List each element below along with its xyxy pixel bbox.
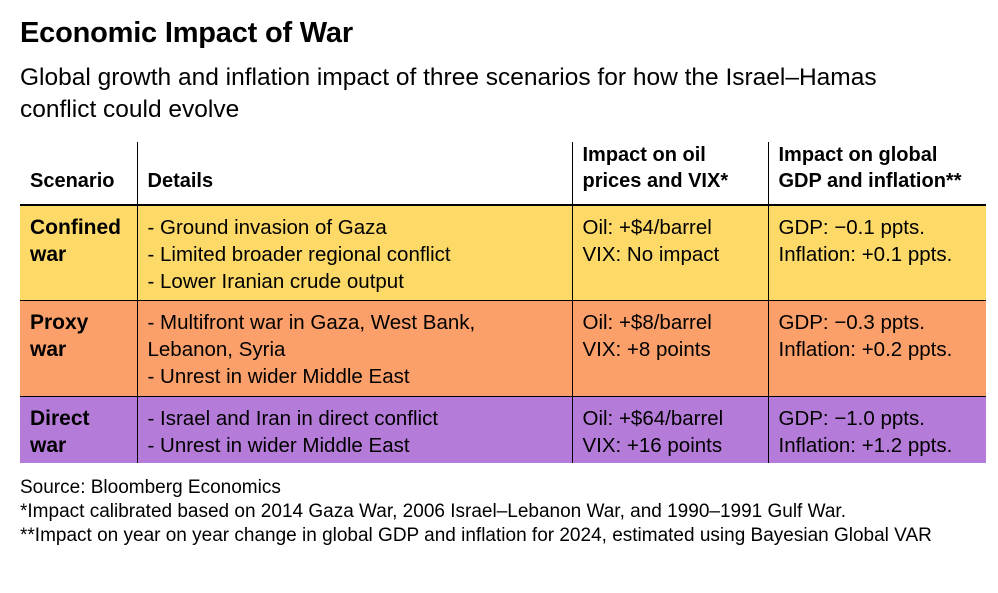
table-body: Confined war - Ground invasion of Gaza - L… — [20, 205, 986, 463]
oil-vix-line: VIX: +16 points — [582, 433, 723, 457]
subtitle: Global growth and inflation impact of th… — [20, 64, 877, 123]
oil-vix-cell: Oil: +$64/barrel VIX: +16 points — [571, 395, 768, 463]
gdp-inflation-line: Inflation: +0.2 ppts. — [778, 337, 953, 361]
oil-vix-line: Oil: +$64/barrel — [582, 406, 724, 430]
table-header-row: Scenario Details Impact on oil prices an… — [20, 142, 986, 206]
gdp-inflation-cell: GDP: −1.0 ppts. Inflation: +1.2 ppts. — [767, 395, 986, 463]
details-line: - Israel and Iran in direct conflict — [147, 406, 439, 430]
source-note: Source: Bloomberg Economics — [20, 477, 281, 498]
scenario-cell: Confined war — [30, 216, 121, 266]
oil-vix-cell: Oil: +$4/barrel VIX: No impact — [571, 205, 768, 300]
oil-vix-cell: Oil: +$8/barrel VIX: +8 points — [571, 299, 768, 396]
details-cell: - Israel and Iran in direct conflict - Un… — [136, 395, 572, 463]
details-line: - Multifront war in Gaza, West Bank, — [147, 310, 476, 334]
details-line: - Ground invasion of Gaza — [147, 216, 387, 239]
header-scenario: Scenario — [20, 142, 137, 206]
gdp-inflation-line: Inflation: +0.1 ppts. — [778, 243, 953, 266]
details-line: Lebanon, Syria — [147, 337, 286, 361]
gdp-inflation-line: GDP: −0.1 ppts. — [778, 216, 925, 239]
oil-vix-line: Oil: +$4/barrel — [582, 216, 712, 239]
scenario-cell: Direct war — [20, 395, 137, 463]
scenario-table: Scenario Details Impact on oil prices an… — [20, 142, 986, 463]
header-details: Details — [136, 142, 572, 206]
footnote-gdp: **Impact on year on year change in globa… — [20, 525, 932, 546]
oil-vix-line: VIX: +8 points — [582, 337, 711, 361]
gdp-inflation-line: GDP: −0.3 ppts. — [778, 310, 925, 334]
footnote-calibration: *Impact calibrated based on 2014 Gaza Wa… — [20, 501, 846, 522]
oil-vix-line: VIX: No impact — [582, 243, 720, 266]
details-cell: - Multifront war in Gaza, West Bank, Leba… — [136, 299, 572, 396]
page-title: Economic Impact of War — [20, 17, 353, 49]
details-cell: - Ground invasion of Gaza - Limited broad… — [136, 205, 572, 300]
scenario-cell: Proxy war — [20, 299, 137, 396]
footnotes: Source: Bloomberg Economics *Impact cali… — [20, 476, 980, 548]
table-row: Proxy war - Multifront war in Gaza, West … — [20, 299, 986, 396]
gdp-inflation-line: Inflation: +1.2 ppts. — [778, 433, 953, 457]
gdp-inflation-cell: GDP: −0.3 ppts. Inflation: +0.2 ppts. — [767, 299, 986, 396]
table-row: Direct war - Israel and Iran in direct co… — [20, 395, 986, 463]
header-gdp-inflation: Impact on global GDP and inflation** — [767, 142, 986, 206]
details-line: - Limited broader regional conflict — [147, 243, 451, 266]
gdp-inflation-cell: GDP: −0.1 ppts. Inflation: +0.1 ppts. — [767, 205, 986, 300]
gdp-inflation-line: GDP: −1.0 ppts. — [778, 406, 925, 430]
details-line: - Lower Iranian crude output — [147, 270, 404, 293]
details-line: - Unrest in wider Middle East — [147, 433, 410, 457]
oil-vix-line: Oil: +$8/barrel — [582, 310, 712, 334]
table-row: Confined war - Ground invasion of Gaza - L… — [20, 205, 986, 300]
header-oil-vix: Impact on oil prices and VIX* — [571, 142, 768, 206]
details-line: - Unrest in wider Middle East — [147, 364, 410, 388]
